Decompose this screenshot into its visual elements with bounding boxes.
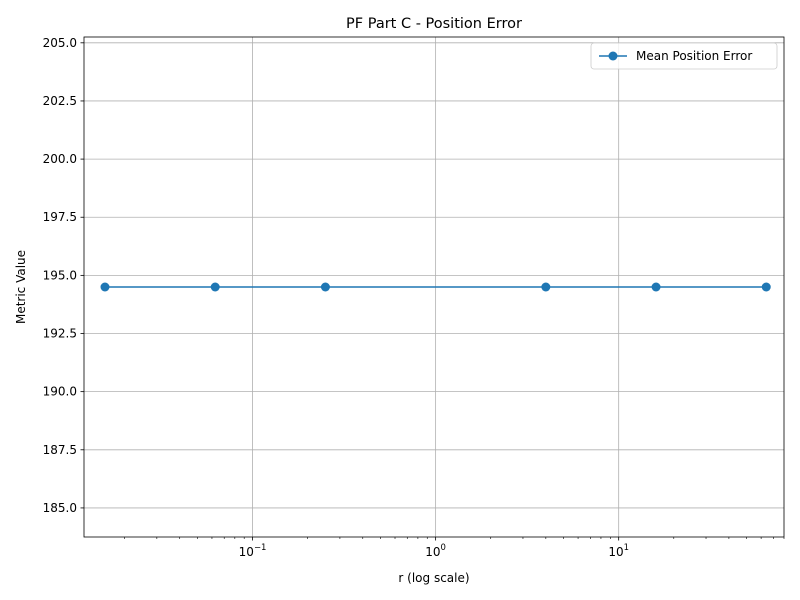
plot-frame <box>83 36 785 538</box>
y-tick-label: 190.0 <box>43 385 77 399</box>
legend-marker <box>608 51 618 61</box>
legend-box <box>590 42 778 70</box>
y-tick-label: 192.5 <box>43 327 77 341</box>
y-tick-label: 202.5 <box>43 94 77 108</box>
x-tick-label: 100 <box>425 543 446 559</box>
y-axis-label: Metric Value <box>14 250 28 324</box>
grid <box>84 37 784 537</box>
y-tick-label: 197.5 <box>43 210 77 224</box>
y-tick-label: 200.0 <box>43 152 77 166</box>
y-tick-label: 185.0 <box>43 501 77 515</box>
y-axis-ticks: 185.0 187.5 190.0 192.5 195.0 197.5 200.0 202.5… <box>43 36 84 515</box>
y-tick-label: 187.5 <box>43 443 77 457</box>
x-axis-label: r (log scale) <box>398 571 469 585</box>
series-layer <box>100 282 771 292</box>
x-tick-label: 10−1 <box>239 543 267 559</box>
data-point <box>651 282 661 292</box>
data-point <box>541 282 551 292</box>
data-point <box>761 282 771 292</box>
data-point <box>320 282 330 292</box>
x-tick-label: 101 <box>608 543 629 559</box>
data-point <box>210 282 220 292</box>
y-tick-label: 195.0 <box>43 268 77 282</box>
legend-label: Mean Position Error <box>636 49 752 63</box>
data-point <box>100 282 110 292</box>
legend: Mean Position Error <box>590 42 778 70</box>
y-tick-label: 205.0 <box>43 36 77 50</box>
chart-title: PF Part C - Position Error <box>346 16 522 32</box>
x-axis-ticks: 10−1 100 101 <box>124 537 785 559</box>
